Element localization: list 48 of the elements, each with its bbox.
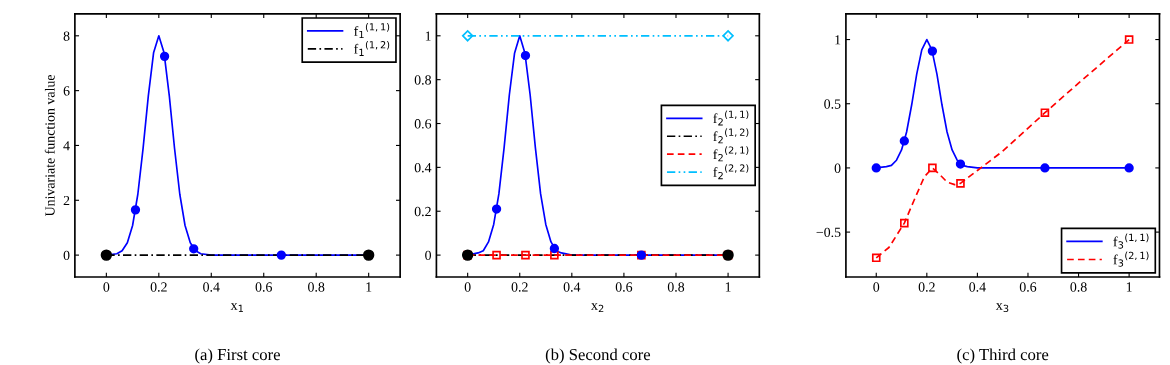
y-tick-label: 4 [63, 141, 70, 151]
x-tick-label: 0.4 [969, 282, 986, 292]
x-tick-label: 0 [103, 282, 110, 292]
legend-label: f$_{1}$$^{(1,1)}$ [354, 23, 390, 38]
legend-label: f$_{2}$$^{(2,2)}$ [713, 164, 749, 180]
x-tick-label: 0.8 [1070, 282, 1087, 292]
y-tick-label: 0.6 [414, 119, 432, 129]
legend-label: f$_{2}$$^{(1,1)}$ [713, 110, 749, 126]
y-tick-label: 2 [63, 195, 70, 206]
x-tick-label: 0 [873, 282, 880, 292]
legend-label: f$_{3}$$^{(1,1)}$ [1113, 233, 1149, 249]
x-tick-label: 0.2 [918, 282, 935, 292]
x-axis-title: x$_{2}$ [591, 303, 604, 312]
legend-label: f$_{2}$$^{(2,1)}$ [713, 146, 749, 162]
x-tick-label: 0.4 [203, 282, 220, 292]
y-axis-title: Univariate function value [44, 74, 55, 217]
y-tick-label: 0.5 [824, 99, 841, 109]
x-tick-label: 0.6 [615, 282, 633, 292]
x-tick-label: 1 [366, 282, 372, 292]
y-tick-label: 8 [63, 31, 70, 41]
text: (a) First core [195, 348, 280, 364]
x-tick-label: 0.4 [563, 282, 581, 292]
x-tick-label: 1 [1126, 282, 1132, 292]
y-tick-label: 0 [63, 250, 70, 261]
x-axis-title: x$_{3}$ [995, 303, 1009, 313]
y-tick-label: 6 [63, 86, 70, 96]
x-tick-label: 0 [464, 282, 471, 292]
y-tick-label: 1 [425, 31, 431, 41]
text: (b) Second core [545, 348, 651, 364]
x-tick-label: 0.6 [1019, 282, 1037, 292]
y-tick-label: 0 [425, 250, 432, 261]
y-tick-label: 0.2 [414, 206, 431, 217]
y-tick-label: 1 [835, 35, 841, 45]
y-tick-label: 0.8 [414, 75, 432, 85]
x-tick-label: 0.2 [150, 282, 167, 292]
x-axis-title: x$_{1}$ [230, 303, 243, 312]
x-tick-label: 0.6 [255, 282, 273, 292]
x-tick-label: 0.2 [511, 282, 528, 292]
text: (c) Third core [957, 348, 1049, 364]
legend-label: f$_{2}$$^{(1,2)}$ [713, 128, 749, 144]
y-tick-label: 0 [834, 163, 841, 173]
legend-label: f$_{1}$$^{(1,2)}$ [354, 40, 390, 56]
x-tick-label: 0.8 [308, 282, 325, 292]
y-tick-label: 0.4 [414, 162, 432, 173]
legend-label: f$_{3}$$^{(2,1)}$ [1113, 251, 1149, 267]
x-tick-label: 1 [725, 282, 731, 292]
y-tick-label: −0.5 [816, 227, 841, 238]
x-tick-label: 0.8 [667, 282, 685, 292]
